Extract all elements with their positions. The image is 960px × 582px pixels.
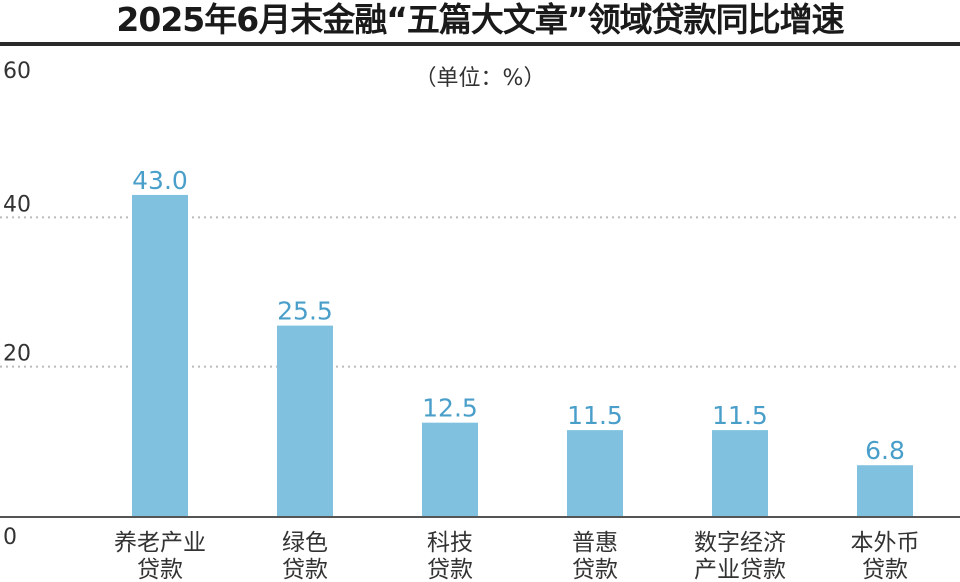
bar-0 — [132, 194, 188, 516]
bar-3 — [567, 430, 623, 516]
bar-4 — [712, 430, 768, 516]
category-label-0-line-0: 养老产业 — [114, 530, 206, 556]
category-label-5-line-0: 本外币 — [851, 530, 920, 556]
y-tick-label-0: 0 — [3, 525, 17, 550]
y-tick-label-40: 40 — [3, 192, 31, 217]
bar-1 — [277, 325, 333, 516]
category-label-0-line-1: 贷款 — [137, 557, 183, 582]
category-label-4-line-0: 数字经济 — [694, 530, 786, 556]
bar-value-label-0: 43.0 — [132, 166, 188, 195]
bar-2 — [422, 422, 478, 516]
unit-label: （单位：%） — [414, 66, 546, 91]
bar-5 — [857, 465, 913, 516]
category-label-1-line-0: 绿色 — [282, 530, 328, 556]
category-label-2-line-1: 贷款 — [427, 557, 473, 582]
bar-value-label-5: 6.8 — [865, 436, 905, 465]
category-label-1-line-1: 贷款 — [282, 557, 328, 582]
category-label-2-line-0: 科技 — [427, 530, 473, 556]
bar-value-label-3: 11.5 — [567, 401, 623, 430]
chart-title: 2025年6月末金融“五篇大文章”领域贷款同比增速 — [116, 0, 844, 39]
category-label-4-line-1: 产业贷款 — [694, 557, 786, 582]
y-tick-label-20: 20 — [3, 342, 31, 367]
category-label-5-line-1: 贷款 — [862, 557, 908, 582]
bar-value-label-2: 12.5 — [422, 394, 478, 423]
bar-value-label-1: 25.5 — [277, 297, 333, 326]
bar-value-label-4: 11.5 — [712, 401, 768, 430]
category-label-3-line-0: 普惠 — [572, 530, 618, 556]
category-label-3-line-1: 贷款 — [572, 557, 618, 582]
y-tick-label-60: 60 — [3, 59, 31, 84]
title-rule — [0, 42, 960, 46]
